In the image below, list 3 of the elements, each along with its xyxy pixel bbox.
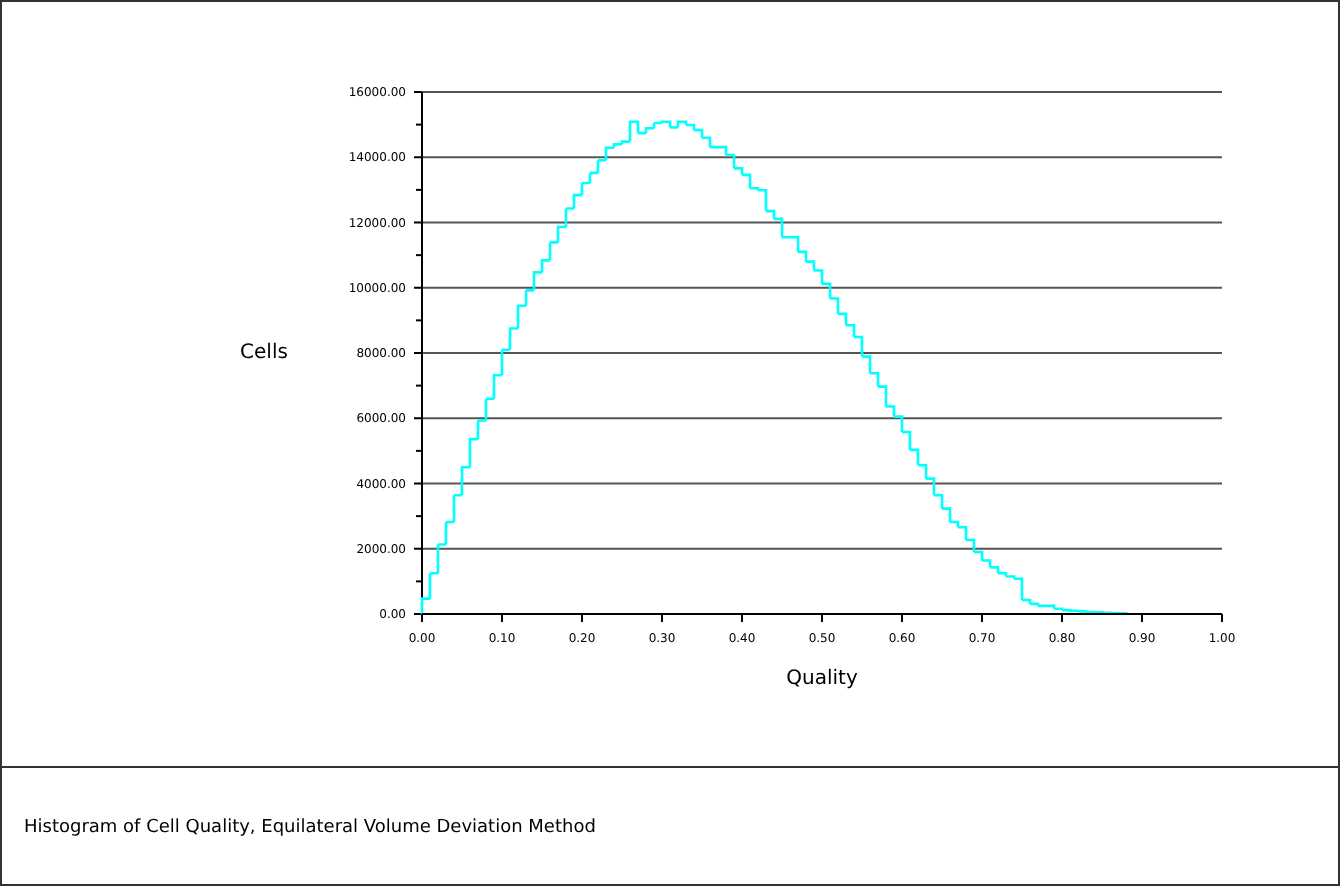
text: Histogram of Cell Quality, Equilateral Volume Deviation Method [24, 818, 596, 838]
y-axis-title: Cells [240, 342, 288, 364]
x-axis-title: Quality [786, 668, 858, 690]
